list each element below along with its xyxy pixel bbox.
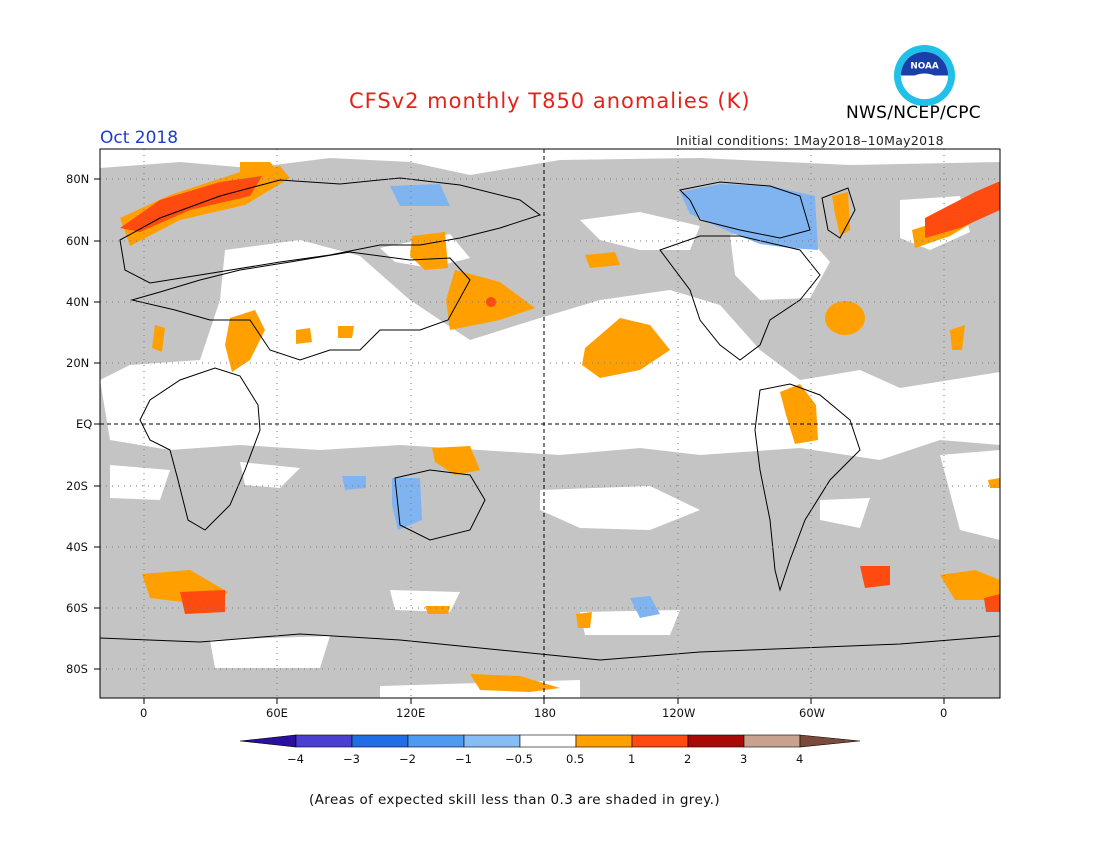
coastlines: [100, 177, 1000, 661]
colorbar-tick: −4: [287, 752, 304, 766]
colorbar-box-7: [631, 734, 689, 748]
colorbar-tick: 1: [628, 752, 636, 766]
lat-label: 40S: [66, 540, 88, 554]
colorbar-box-5: [519, 734, 577, 748]
colorbar-box-9: [743, 734, 801, 748]
lat-label: 80S: [66, 662, 88, 676]
chart-title: CFSv2 monthly T850 anomalies (K): [349, 89, 751, 113]
colorbar-box-3: [407, 734, 465, 748]
axis-ticks: [94, 178, 945, 704]
colorbar-tick: 2: [684, 752, 692, 766]
noaa-logo-icon: NOAA: [893, 44, 956, 107]
lat-label: 80N: [66, 172, 90, 186]
initial-conditions-label: Initial conditions: 1May2018–10May2018: [676, 133, 944, 148]
colorbar-box-6: [575, 734, 633, 748]
colorbar-tick: 3: [740, 752, 748, 766]
colorbar-box-2: [351, 734, 409, 748]
lat-lon-grid: [100, 149, 1000, 698]
lat-label: 60S: [66, 601, 88, 615]
colorbar-tick: −1: [455, 752, 472, 766]
month-label: Oct 2018: [100, 128, 179, 148]
colorbar-tick: −0.5: [505, 752, 533, 766]
colorbar-box-1: [295, 734, 353, 748]
lat-label: 60N: [66, 234, 90, 248]
lon-label: 60E: [266, 706, 288, 720]
colorbar-tick: −2: [399, 752, 416, 766]
lon-label: 120E: [396, 706, 426, 720]
equator-dateline: [100, 149, 1000, 698]
lon-label: 60W: [799, 706, 826, 720]
colorbar-tick: −3: [343, 752, 360, 766]
lat-label: EQ: [76, 417, 93, 431]
lon-label: 180: [534, 706, 556, 720]
lon-label: 120W: [662, 706, 696, 720]
footnote: (Areas of expected skill less than 0.3 a…: [309, 792, 720, 808]
logo-text: NOAA: [910, 62, 939, 72]
colorbar-box-4: [463, 734, 521, 748]
colorbar-tick: 4: [796, 752, 804, 766]
lon-label: 0: [940, 706, 948, 720]
colorbar-box-8: [687, 734, 745, 748]
lat-label: 20N: [66, 356, 90, 370]
agency-label: NWS/NCEP/CPC: [846, 103, 981, 123]
colorbar-left-arrow: [239, 734, 297, 748]
lat-label: 40N: [66, 295, 90, 309]
lon-label: 0: [140, 706, 148, 720]
colorbar-right-arrow: [799, 734, 861, 748]
colorbar-tick: 0.5: [566, 752, 585, 766]
colorbar: [239, 734, 861, 748]
lat-label: 20S: [66, 479, 88, 493]
strong-positive-anomalies: [120, 176, 1000, 614]
